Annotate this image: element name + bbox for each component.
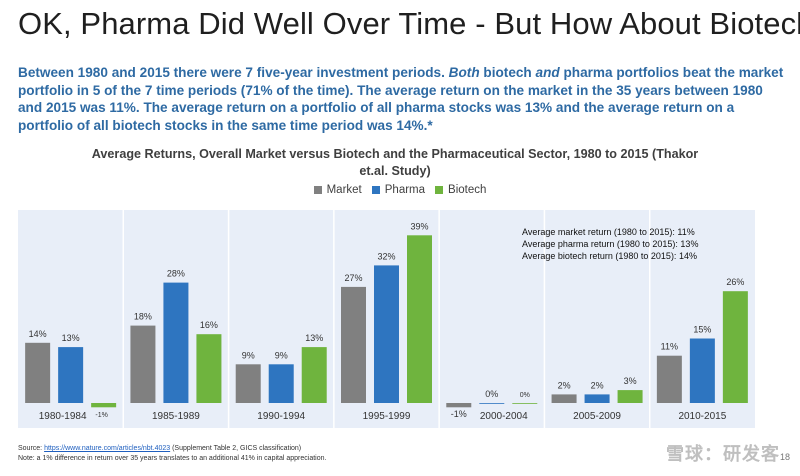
legend-item-market: Market <box>313 184 362 196</box>
slide-title: OK, Pharma Did Well Over Time - But How … <box>18 6 800 41</box>
bar-pharma-1985-1989 <box>163 282 189 403</box>
value-label-pharma-2010-2015: 15% <box>693 325 711 335</box>
value-label-biotech-2005-2009: 3% <box>624 376 637 386</box>
value-label-pharma-2000-2004: 0% <box>485 389 498 399</box>
bar-market-1985-1989 <box>130 325 156 403</box>
value-label-biotech-1995-1999: 39% <box>410 221 428 231</box>
source-link[interactable]: https://www.nature.com/articles/nbt.4023 <box>44 445 171 452</box>
annotation-line-1: Average market return (1980 to 2015): 11… <box>522 227 695 237</box>
category-label-1980-1984: 1980-1984 <box>39 411 87 422</box>
bar-market-1990-1994 <box>235 364 261 403</box>
bar-market-2010-2015 <box>656 355 682 403</box>
footnote: Note: a 1% difference in return over 35 … <box>18 455 327 462</box>
bar-biotech-1990-1994 <box>301 347 327 403</box>
subtitle-fragment: and <box>535 65 560 80</box>
bar-pharma-2010-2015 <box>689 338 715 403</box>
legend-item-biotech: Biotech <box>435 184 486 196</box>
bar-pharma-2000-2004 <box>479 403 505 404</box>
legend-label-market: Market <box>326 184 362 196</box>
subtitle-fragment: Between 1980 and 2015 there were 7 five-… <box>18 65 449 80</box>
bar-market-1995-1999 <box>341 286 366 403</box>
value-label-biotech-2010-2015: 26% <box>726 277 744 287</box>
bar-pharma-1995-1999 <box>374 265 399 403</box>
legend-swatch-market <box>313 186 322 194</box>
subtitle-fragment: biotech <box>479 65 536 80</box>
category-label-2010-2015: 2010-2015 <box>678 411 726 422</box>
value-label-pharma-1995-1999: 32% <box>377 251 395 261</box>
bar-market-1980-1984 <box>25 342 51 403</box>
legend-swatch-pharma <box>371 186 380 194</box>
chart-legend: Market Pharma Biotech <box>0 184 800 196</box>
source-prefix: Source: <box>18 445 45 452</box>
value-label-pharma-1990-1994: 9% <box>275 350 288 360</box>
annotation-line-2: Average pharma return (1980 to 2015): 13… <box>522 239 698 249</box>
bar-pharma-2005-2009 <box>584 394 610 403</box>
watermark: 雪球：研发客 <box>666 444 780 464</box>
source-suffix: (Supplement Table 2, GICS classification… <box>170 445 302 452</box>
page-number: 18 <box>779 452 790 462</box>
value-label-market-2010-2015: 11% <box>661 342 678 352</box>
bar-biotech-2010-2015 <box>722 291 748 403</box>
value-label-market-1980-1984: 14% <box>29 329 47 339</box>
subtitle-fragment: Both <box>448 65 480 80</box>
category-label-1985-1989: 1985-1989 <box>152 411 200 422</box>
bar-biotech-1980-1984 <box>91 403 117 408</box>
bar-biotech-2005-2009 <box>617 390 643 403</box>
value-label-market-1990-1994: 9% <box>242 350 255 360</box>
bar-market-2000-2004 <box>446 403 472 408</box>
source-line: Source: https://www.nature.com/articles/… <box>18 444 326 454</box>
value-label-market-1995-1999: 27% <box>344 273 362 283</box>
value-label-biotech-1985-1989: 16% <box>200 320 218 330</box>
bar-biotech-1985-1989 <box>196 334 222 403</box>
value-label-pharma-1985-1989: 28% <box>167 269 185 279</box>
annotation-line-3: Average biotech return (1980 to 2015): 1… <box>522 251 697 261</box>
bar-pharma-1980-1984 <box>58 347 84 403</box>
bar-biotech-2000-2004 <box>512 403 538 404</box>
bar-biotech-1995-1999 <box>407 235 432 403</box>
category-label-2005-2009: 2005-2009 <box>573 411 621 422</box>
chart-title: Average Returns, Overall Market versus B… <box>91 147 699 178</box>
value-label-biotech-1990-1994: 13% <box>305 333 323 343</box>
value-label-market-1985-1989: 18% <box>134 312 152 322</box>
footer: Source: https://www.nature.com/articles/… <box>18 444 326 464</box>
category-label-1995-1999: 1995-1999 <box>363 411 411 422</box>
value-label-pharma-2005-2009: 2% <box>591 380 604 390</box>
subtitle-fragment: pharma portfolios beat the market portfo… <box>18 65 784 133</box>
legend-label-biotech: Biotech <box>448 184 487 196</box>
legend-label-pharma: Pharma <box>384 184 426 196</box>
legend-swatch-biotech <box>435 186 444 194</box>
category-label-1990-1994: 1990-1994 <box>257 411 305 422</box>
value-label-market-2000-2004: -1% <box>451 409 467 419</box>
legend-item-pharma: Pharma <box>371 184 426 196</box>
category-label-2000-2004: 2000-2004 <box>480 411 528 422</box>
slide-subtitle: Between 1980 and 2015 there were 7 five-… <box>18 64 786 134</box>
value-label-market-2005-2009: 2% <box>558 380 571 390</box>
bar-pharma-1990-1994 <box>268 364 294 403</box>
value-label-biotech-2000-2004: 0% <box>520 392 530 399</box>
value-label-biotech-1980-1984: -1% <box>95 412 107 419</box>
bar-market-2005-2009 <box>551 394 577 403</box>
value-label-pharma-1980-1984: 13% <box>62 333 80 343</box>
